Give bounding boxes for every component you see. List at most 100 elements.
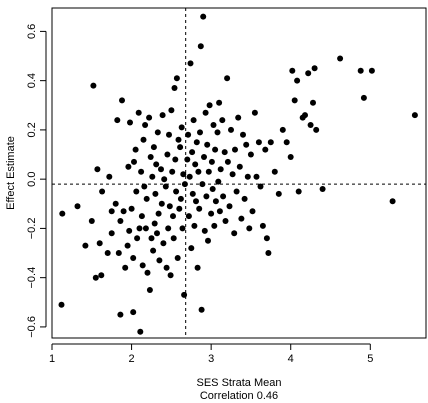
scatter-point [197,129,203,136]
scatter-point [251,109,258,116]
scatter-point [389,198,396,205]
scatter-point [164,151,171,158]
scatter-point [224,158,231,165]
scatter-point [184,156,191,163]
scatter-point [135,109,142,116]
scatter-point [215,178,222,185]
scatter-point [212,198,219,205]
scatter-point [368,67,375,74]
scatter-point [173,188,180,195]
y-tick-label: −0.4 [26,267,38,289]
scatter-point [236,163,243,170]
scatter-point [217,166,224,173]
scatter-point [257,183,264,190]
scatter-point [165,225,172,232]
scatter-point [197,43,204,50]
scatter-point [224,75,231,82]
scatter-point [108,208,115,215]
scatter-point [307,122,314,128]
scatter-point [119,97,125,104]
scatter-point [170,235,177,242]
scatter-point [172,156,179,163]
scatter-point [209,186,216,192]
scatter-point [201,227,208,234]
scatter-point [219,117,226,124]
scatter-point [154,230,160,237]
scatter-point [156,257,163,264]
scatter-point [199,181,206,188]
scatter-point [232,146,238,153]
scatter-point [265,250,272,256]
scatter-point [205,168,212,175]
scatter-point [143,195,150,202]
data-points [58,13,418,335]
scatter-point [263,235,270,242]
scatter-point [153,161,160,168]
scatter-point [305,70,312,77]
scatter-point [206,102,213,109]
scatter-point [319,186,326,192]
scatter-point [166,203,173,210]
scatter-point [186,173,193,180]
x-tick-label: 4 [288,353,294,365]
scatter-point [173,75,180,82]
scatter-point [357,67,364,74]
scatter-point [190,117,197,124]
scatter-point [240,131,246,138]
scatter-point [125,163,132,170]
x-tick-label: 5 [367,353,373,365]
scatter-point [189,149,196,156]
scatter-point [216,208,223,215]
scatter-point [175,136,182,143]
scatter-point [163,264,170,271]
scatter-point [149,173,156,180]
scatter-point [289,67,296,74]
scatter-point [177,144,184,151]
scatter-point [294,77,301,84]
scatter-point [205,237,211,244]
scatter-point [82,242,89,249]
scatter-point [117,218,124,224]
scatter-point [134,235,141,242]
scatter-point [189,190,196,197]
scatter-point [295,188,302,195]
scatter-point [147,154,154,160]
scatter-point [140,136,147,143]
scatter-point [302,112,308,119]
scatter-point [148,235,155,242]
scatter-point [255,139,262,146]
scatter-point [96,240,103,247]
scatter-point [178,124,185,131]
scatter-point [247,151,254,158]
scatter-point [179,225,186,232]
y-tick-label: 0.2 [26,122,38,137]
scatter-point [267,139,274,146]
scatter-point [137,328,144,335]
scatter-point [411,112,418,119]
scatter-point [158,200,165,207]
scatter-point [231,230,238,237]
scatter-point [139,262,146,269]
scatter-point [253,173,260,180]
scatter-point [193,198,199,205]
scatter-point [154,129,161,136]
x-axis-sublabel: Correlation 0.46 [200,390,278,402]
x-axis-label: SES Strata Mean [197,377,282,389]
scatter-point [311,65,318,72]
scatter-point [201,154,207,160]
scatter-point [360,94,367,101]
scatter-point [291,97,298,104]
scatter-point [228,126,234,133]
scatter-point [287,154,294,160]
scatter-point [204,141,211,148]
plot-frame [51,7,427,339]
scatter-point [214,129,221,136]
scatter-point [162,183,169,190]
y-axis: −0.6 −0.4 −0.2 0.0 0.2 0.4 0.6 [26,24,47,338]
scatter-point [195,168,202,175]
y-tick-label: 0.4 [26,73,38,88]
scatter-point [275,190,282,197]
scatter-point [283,139,290,146]
scatter-point [130,255,137,261]
scatter-point [185,213,192,220]
